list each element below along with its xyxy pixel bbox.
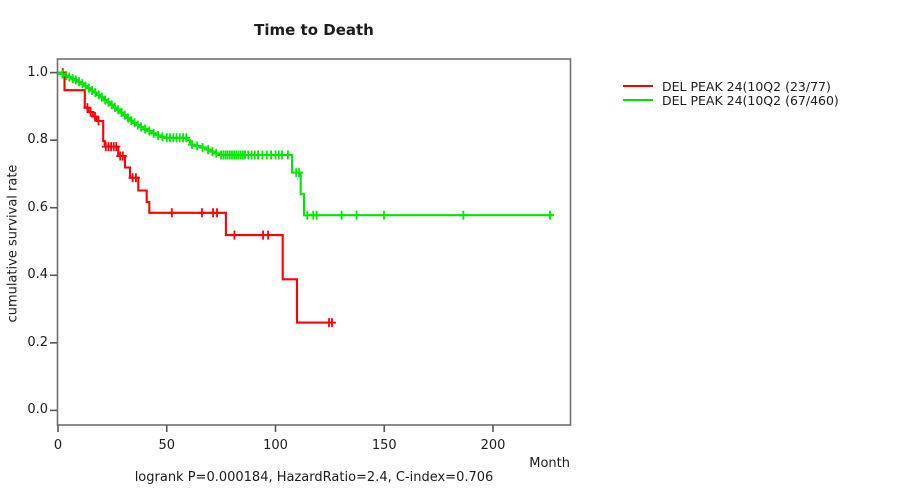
chart-title: Time to Death: [254, 21, 374, 39]
legend-label: DEL PEAK 24(10Q2 (67/460): [662, 92, 839, 108]
x-tick-label: 150: [371, 438, 397, 453]
legend-item-green: DEL PEAK 24(10Q2 (67/460): [623, 92, 839, 108]
plot-box: [56, 58, 572, 426]
y-axis-title: cumulative survival rate: [5, 164, 21, 323]
y-tick-label: 0.4: [27, 267, 48, 283]
stats-caption: logrank P=0.000184, HazardRatio=2.4, C-i…: [134, 470, 494, 485]
legend-line-sample-red: [623, 85, 653, 87]
survival-curve-green: [58, 71, 553, 217]
survival-curve-red: [58, 71, 333, 324]
y-tick-label: 1.0: [27, 64, 48, 80]
y-tick-label: 0.6: [27, 199, 48, 215]
x-tick-label: 50: [158, 438, 176, 453]
legend-item-red: DEL PEAK 24(10Q2 (23/77): [623, 78, 839, 94]
legend: DEL PEAK 24(10Q2 (23/77) DEL PEAK 24(10Q…: [623, 78, 839, 108]
x-axis-unit-label: Month: [529, 456, 570, 471]
y-tick-label: 0.2: [27, 334, 48, 350]
legend-label: DEL PEAK 24(10Q2 (23/77): [662, 78, 831, 94]
x-tick-label: 0: [53, 438, 63, 453]
legend-line-sample-green: [623, 99, 653, 101]
y-tick-label: 0.8: [27, 132, 48, 148]
x-tick-label: 200: [480, 438, 506, 453]
censor-marks-green: [58, 69, 554, 220]
censor-marks-red: [58, 68, 336, 328]
y-tick-label: 0.0: [27, 402, 48, 418]
x-tick-label: 100: [263, 438, 288, 453]
